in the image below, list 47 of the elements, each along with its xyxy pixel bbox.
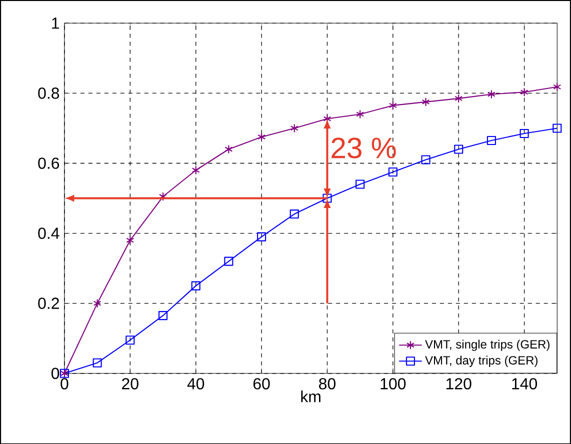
x-tick-label: 40 — [187, 378, 204, 390]
x-tick-label: 0 — [60, 378, 68, 390]
point — [356, 180, 365, 189]
point — [486, 136, 496, 145]
y-tick-label: 0.6 — [38, 157, 60, 169]
y-tick-label: 0.8 — [38, 87, 60, 99]
point — [224, 144, 233, 154]
point — [290, 123, 298, 133]
legend-label: VMT, day trips (GER) — [425, 356, 538, 367]
point — [322, 194, 332, 203]
x-tick-label: 100 — [380, 378, 406, 390]
point — [158, 310, 168, 320]
point — [192, 165, 200, 175]
legend-label: VMT, single trips (GER) — [425, 340, 550, 351]
point — [257, 232, 266, 242]
y-tick-label: 0.4 — [38, 227, 60, 239]
point — [290, 209, 299, 218]
x-tick-label: 20 — [122, 378, 138, 390]
point — [258, 132, 266, 142]
point — [191, 281, 200, 290]
point — [421, 154, 430, 164]
point — [126, 236, 134, 245]
point — [454, 144, 464, 154]
point — [93, 298, 102, 308]
point — [454, 94, 463, 103]
point — [552, 123, 562, 133]
point — [126, 335, 135, 344]
point — [388, 167, 398, 176]
point — [388, 100, 397, 110]
point — [520, 128, 529, 138]
y-tick-label: 1 — [52, 17, 59, 28]
point — [553, 82, 562, 92]
point — [224, 256, 234, 266]
y-tick-label: 0.2 — [38, 297, 59, 309]
x-tick-label: 120 — [446, 378, 472, 390]
point — [159, 192, 167, 201]
annotation: 23 % — [332, 137, 396, 158]
x-tick-label: 60 — [253, 378, 270, 390]
point — [92, 358, 102, 368]
point — [422, 97, 430, 106]
y-tick-label: 0 — [51, 367, 60, 379]
point — [520, 87, 528, 96]
x-tick-label: 80 — [319, 378, 336, 390]
x-axis-title: km — [301, 390, 320, 402]
x-tick-label: 140 — [512, 378, 538, 390]
point — [487, 89, 496, 99]
point — [356, 109, 364, 119]
